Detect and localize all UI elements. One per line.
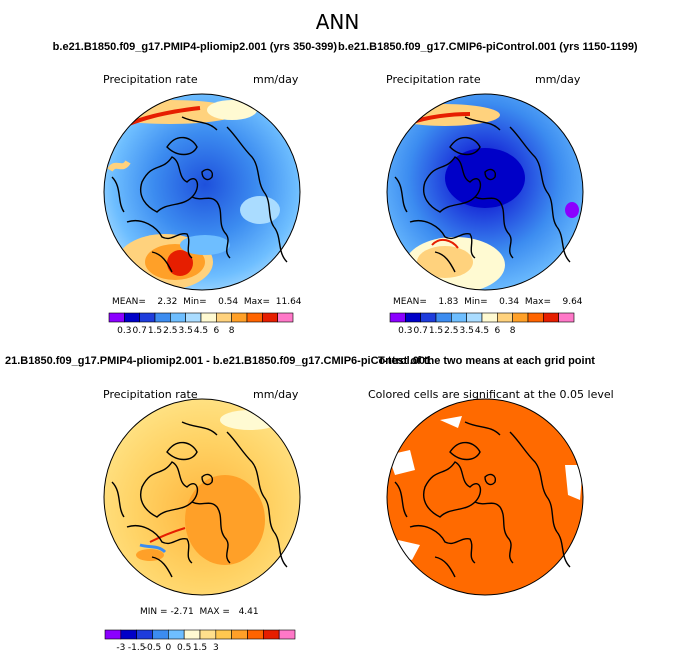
colorbar-bottom-left-swatch: [199, 629, 217, 640]
colorbar-top-right-swatch: [512, 312, 529, 323]
map-top-right: [386, 93, 584, 291]
colorbar-top-right-swatch: [481, 312, 498, 323]
colorbar-top-left-swatch: [246, 312, 263, 323]
stats-top-right: MEAN= 1.83 Min= 0.34 Max= 9.64: [393, 297, 583, 307]
colorbar-top-left-swatch: [277, 312, 294, 323]
colorbar-top-left-label: 0.7: [133, 326, 147, 336]
colorbar-top-right-label: 4.5: [475, 326, 489, 336]
colorbar-top-left-label: 3.5: [179, 326, 193, 336]
colorbar-top-right-label: 8: [510, 326, 516, 336]
colorbar-bottom-left-swatch: [183, 629, 201, 640]
colorbar-top-right-swatch: [435, 312, 452, 323]
colorbar-top-left-label: 8: [229, 326, 235, 336]
colorbar-bottom-left-label: 0: [165, 643, 171, 653]
colorbar-bottom-left-label: 0.5: [177, 643, 191, 653]
colorbar-bottom-left-swatch: [263, 629, 280, 640]
difference-title: 21.B1850.f09_g17.PMIP4-pliomip2.001 - b.…: [5, 355, 432, 367]
case-title-left: b.e21.B1850.f09_g17.PMIP4-pliomip2.001 (…: [52, 41, 337, 53]
colorbar-bottom-left-swatch: [104, 629, 122, 640]
colorbar-bottom-left-swatch: [152, 629, 169, 640]
colorbar-top-left-swatch: [139, 312, 156, 323]
ttest-field: [387, 399, 583, 595]
colorbar-top-right-swatch: [527, 312, 544, 323]
colorbar-top-right-swatch: [389, 312, 406, 323]
colorbar-bottom-left-swatch: [231, 629, 248, 640]
field-label-bottom-left: Precipitation rate: [103, 388, 198, 401]
colorbar-top-left-swatch: [185, 312, 202, 323]
colorbar-top-right-label: 0.7: [414, 326, 428, 336]
colorbar-top-left-swatch: [200, 312, 217, 323]
colorbar-top-left-swatch: [154, 312, 171, 323]
colorbar-top-left: 0.3 0.7 1.5 2.5 3.5 4.5 6 8: [108, 312, 294, 336]
colorbar-bottom-left-label: -1.5: [128, 643, 146, 653]
colorbar-bottom-left-swatch: [168, 629, 185, 640]
colorbar-bottom-left-label: 3: [213, 643, 219, 653]
colorbar-bottom-left-label: -0.5: [144, 643, 162, 653]
colorbar-top-right-swatch: [466, 312, 483, 323]
colorbar-top-right-swatch: [558, 312, 575, 323]
colorbar-top-left-swatch: [108, 312, 125, 323]
colorbar-top-right-label: 3.5: [460, 326, 474, 336]
colorbar-bottom-left: -3 -1.5-0.5 0 0.5 1.5 3: [104, 629, 296, 653]
ttest-title: T-test of the two means at each grid poi…: [378, 355, 595, 367]
colorbar-top-right-swatch: [405, 312, 421, 323]
colorbar-top-right: 0.3 0.7 1.5 2.5 3.5 4.5 6 8: [389, 312, 575, 336]
colorbar-top-right-label: 6: [494, 326, 500, 336]
colorbar-top-left-swatch: [124, 312, 140, 323]
field-label-top-right: Precipitation rate: [386, 73, 481, 86]
colorbar-top-right-label: 1.5: [429, 326, 443, 336]
map-top-left: [103, 93, 301, 291]
colorbar-bottom-left-swatch: [247, 629, 264, 640]
colorbar-top-right-swatch: [451, 312, 467, 323]
colorbar-top-left-swatch: [216, 312, 232, 323]
units-top-right: mm/day: [535, 73, 581, 86]
units-bottom-left: mm/day: [253, 388, 299, 401]
colorbar-bottom-left-swatch: [215, 629, 232, 640]
colorbar-top-right-swatch: [420, 312, 437, 323]
colorbar-top-right-swatch: [497, 312, 513, 323]
stats-top-left: MEAN= 2.32 Min= 0.54 Max= 11.64: [112, 297, 302, 307]
map-bottom-left: [103, 398, 301, 596]
colorbar-top-right-swatch: [543, 312, 559, 323]
units-top-left: mm/day: [253, 73, 299, 86]
colorbar-bottom-left-swatch: [120, 629, 137, 640]
colorbar-top-left-label: 2.5: [163, 326, 177, 336]
colorbar-top-left-label: 0.3: [117, 326, 131, 336]
colorbar-bottom-left-swatch: [136, 629, 153, 640]
colorbar-bottom-left-label: -3: [116, 643, 125, 653]
colorbar-top-left-label: 1.5: [148, 326, 162, 336]
colorbar-bottom-left-label: 1.5: [193, 643, 207, 653]
case-title-right: b.e21.B1850.f09_g17.CMIP6-piControl.001 …: [338, 41, 638, 53]
colorbar-top-left-swatch: [262, 312, 278, 323]
colorbar-top-right-label: 2.5: [444, 326, 458, 336]
field-label-top-left: Precipitation rate: [103, 73, 198, 86]
ttest-note: Colored cells are significant at the 0.0…: [368, 388, 614, 401]
colorbar-top-left-label: 4.5: [194, 326, 208, 336]
map-bottom-right: [386, 398, 584, 596]
colorbar-top-left-swatch: [170, 312, 186, 323]
colorbar-top-right-label: 0.3: [398, 326, 412, 336]
figure-title: ANN: [315, 10, 360, 34]
colorbar-top-left-label: 6: [213, 326, 219, 336]
colorbar-bottom-left-swatch: [278, 629, 296, 640]
stats-bottom-left: MIN = -2.71 MAX = 4.41: [140, 607, 259, 617]
colorbar-top-left-swatch: [231, 312, 248, 323]
